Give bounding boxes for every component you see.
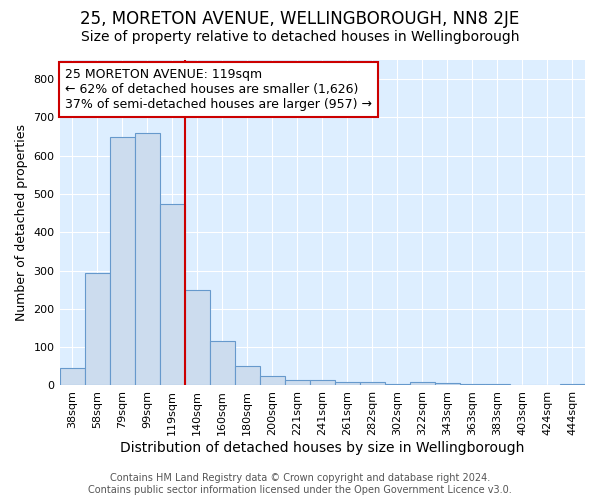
Bar — [335, 382, 360, 386]
Bar — [385, 384, 410, 386]
Bar — [410, 382, 435, 386]
Bar — [510, 384, 535, 386]
Text: Size of property relative to detached houses in Wellingborough: Size of property relative to detached ho… — [81, 30, 519, 44]
Bar — [285, 380, 310, 386]
Bar — [134, 132, 160, 386]
X-axis label: Distribution of detached houses by size in Wellingborough: Distribution of detached houses by size … — [120, 441, 524, 455]
Bar — [435, 383, 460, 386]
Y-axis label: Number of detached properties: Number of detached properties — [15, 124, 28, 321]
Bar — [460, 384, 485, 386]
Text: 25, MORETON AVENUE, WELLINGBOROUGH, NN8 2JE: 25, MORETON AVENUE, WELLINGBOROUGH, NN8 … — [80, 10, 520, 28]
Bar — [185, 290, 209, 386]
Bar — [360, 382, 385, 386]
Bar — [209, 342, 235, 386]
Bar — [110, 136, 134, 386]
Bar — [59, 368, 85, 386]
Bar — [85, 272, 110, 386]
Text: 25 MORETON AVENUE: 119sqm
← 62% of detached houses are smaller (1,626)
37% of se: 25 MORETON AVENUE: 119sqm ← 62% of detac… — [65, 68, 372, 111]
Bar — [260, 376, 285, 386]
Bar — [485, 384, 510, 386]
Text: Contains HM Land Registry data © Crown copyright and database right 2024.
Contai: Contains HM Land Registry data © Crown c… — [88, 474, 512, 495]
Bar — [310, 380, 335, 386]
Bar — [535, 384, 560, 386]
Bar — [160, 204, 185, 386]
Bar — [235, 366, 260, 386]
Bar — [560, 384, 585, 386]
